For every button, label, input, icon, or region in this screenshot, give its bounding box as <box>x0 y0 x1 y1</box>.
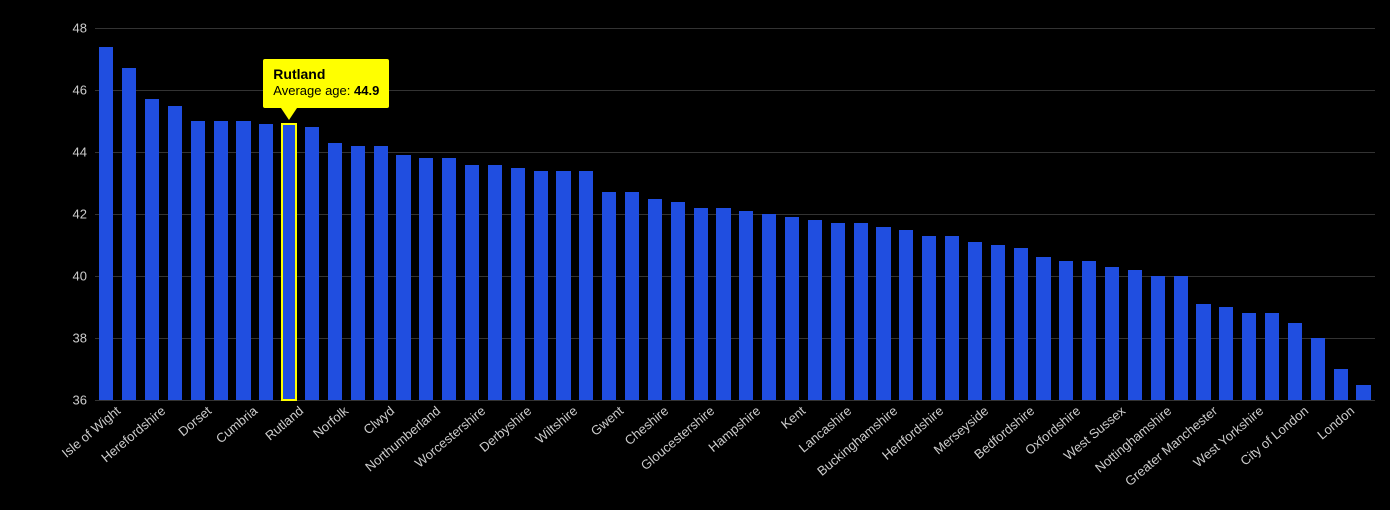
bar[interactable] <box>968 242 982 400</box>
bar[interactable] <box>762 214 776 400</box>
callout-title: Rutland <box>273 65 379 83</box>
x-axis-tick-label: London <box>1314 403 1357 442</box>
bar[interactable] <box>945 236 959 400</box>
bar[interactable] <box>168 106 182 400</box>
bar[interactable] <box>259 124 273 400</box>
bar[interactable] <box>305 127 319 400</box>
bar[interactable] <box>328 143 342 400</box>
y-axis-tick-label: 36 <box>73 393 87 408</box>
bar[interactable] <box>419 158 433 400</box>
callout-metric-value: 44.9 <box>354 83 379 98</box>
bar[interactable] <box>602 192 616 400</box>
x-axis-tick-label: Dorset <box>175 403 214 439</box>
bar[interactable] <box>99 47 113 400</box>
highlight-callout: Rutland Average age: 44.9 <box>263 59 389 108</box>
bar[interactable] <box>351 146 365 400</box>
bar[interactable] <box>625 192 639 400</box>
bar[interactable] <box>991 245 1005 400</box>
bar[interactable] <box>1036 257 1050 400</box>
y-axis-tick-label: 44 <box>73 145 87 160</box>
y-axis-tick-label: 46 <box>73 83 87 98</box>
x-axis-tick-label: Buckinghamshire <box>814 403 900 479</box>
callout-metric: Average age: 44.9 <box>273 83 379 100</box>
y-axis-tick-label: 38 <box>73 331 87 346</box>
bar[interactable] <box>831 223 845 400</box>
x-axis-tick-label: Clwyd <box>360 403 397 437</box>
bar[interactable] <box>122 68 136 400</box>
x-axis-tick-label: Norfolk <box>310 403 351 441</box>
bar[interactable] <box>511 168 525 400</box>
bar[interactable] <box>236 121 250 400</box>
y-axis-tick-label: 42 <box>73 207 87 222</box>
bar[interactable] <box>899 230 913 400</box>
y-axis-tick-label: 40 <box>73 269 87 284</box>
bar[interactable] <box>1242 313 1256 400</box>
bar[interactable] <box>374 146 388 400</box>
bar[interactable] <box>922 236 936 400</box>
bar[interactable] <box>1105 267 1119 400</box>
bar[interactable] <box>1196 304 1210 400</box>
bar[interactable] <box>579 171 593 400</box>
bar[interactable] <box>1311 338 1325 400</box>
average-age-bar-chart: 36384042444648Isle of WightHerefordshire… <box>0 0 1390 510</box>
bar[interactable] <box>1151 276 1165 400</box>
bar[interactable] <box>488 165 502 400</box>
bar[interactable] <box>1288 323 1302 400</box>
bar[interactable] <box>1128 270 1142 400</box>
x-axis-tick-label: Kent <box>778 403 808 432</box>
bar[interactable] <box>716 208 730 400</box>
bar[interactable] <box>465 165 479 400</box>
bar[interactable] <box>1082 261 1096 400</box>
gridline <box>95 28 1375 29</box>
bar[interactable] <box>556 171 570 400</box>
x-axis-tick-label: Gwent <box>587 403 625 439</box>
bar[interactable] <box>739 211 753 400</box>
bar[interactable] <box>694 208 708 400</box>
bar[interactable] <box>534 171 548 400</box>
x-axis-tick-label: Wiltshire <box>532 403 580 447</box>
bar[interactable] <box>1059 261 1073 400</box>
bar[interactable] <box>1356 385 1370 400</box>
bar[interactable] <box>1014 248 1028 400</box>
bar[interactable] <box>396 155 410 400</box>
bar[interactable] <box>282 124 296 400</box>
bar[interactable] <box>808 220 822 400</box>
bar[interactable] <box>442 158 456 400</box>
x-axis-tick-label: Cumbria <box>213 403 260 446</box>
bar[interactable] <box>785 217 799 400</box>
callout-metric-label: Average age: <box>273 83 350 98</box>
bar[interactable] <box>214 121 228 400</box>
bar[interactable] <box>1174 276 1188 400</box>
y-axis-tick-label: 48 <box>73 21 87 36</box>
bar[interactable] <box>876 227 890 401</box>
bar[interactable] <box>191 121 205 400</box>
bar[interactable] <box>1265 313 1279 400</box>
bar[interactable] <box>145 99 159 400</box>
bar[interactable] <box>1334 369 1348 400</box>
gridline <box>95 400 1375 401</box>
bar[interactable] <box>1219 307 1233 400</box>
x-axis-tick-label: Rutland <box>262 403 306 443</box>
bar[interactable] <box>648 199 662 400</box>
bar[interactable] <box>854 223 868 400</box>
bar[interactable] <box>671 202 685 400</box>
